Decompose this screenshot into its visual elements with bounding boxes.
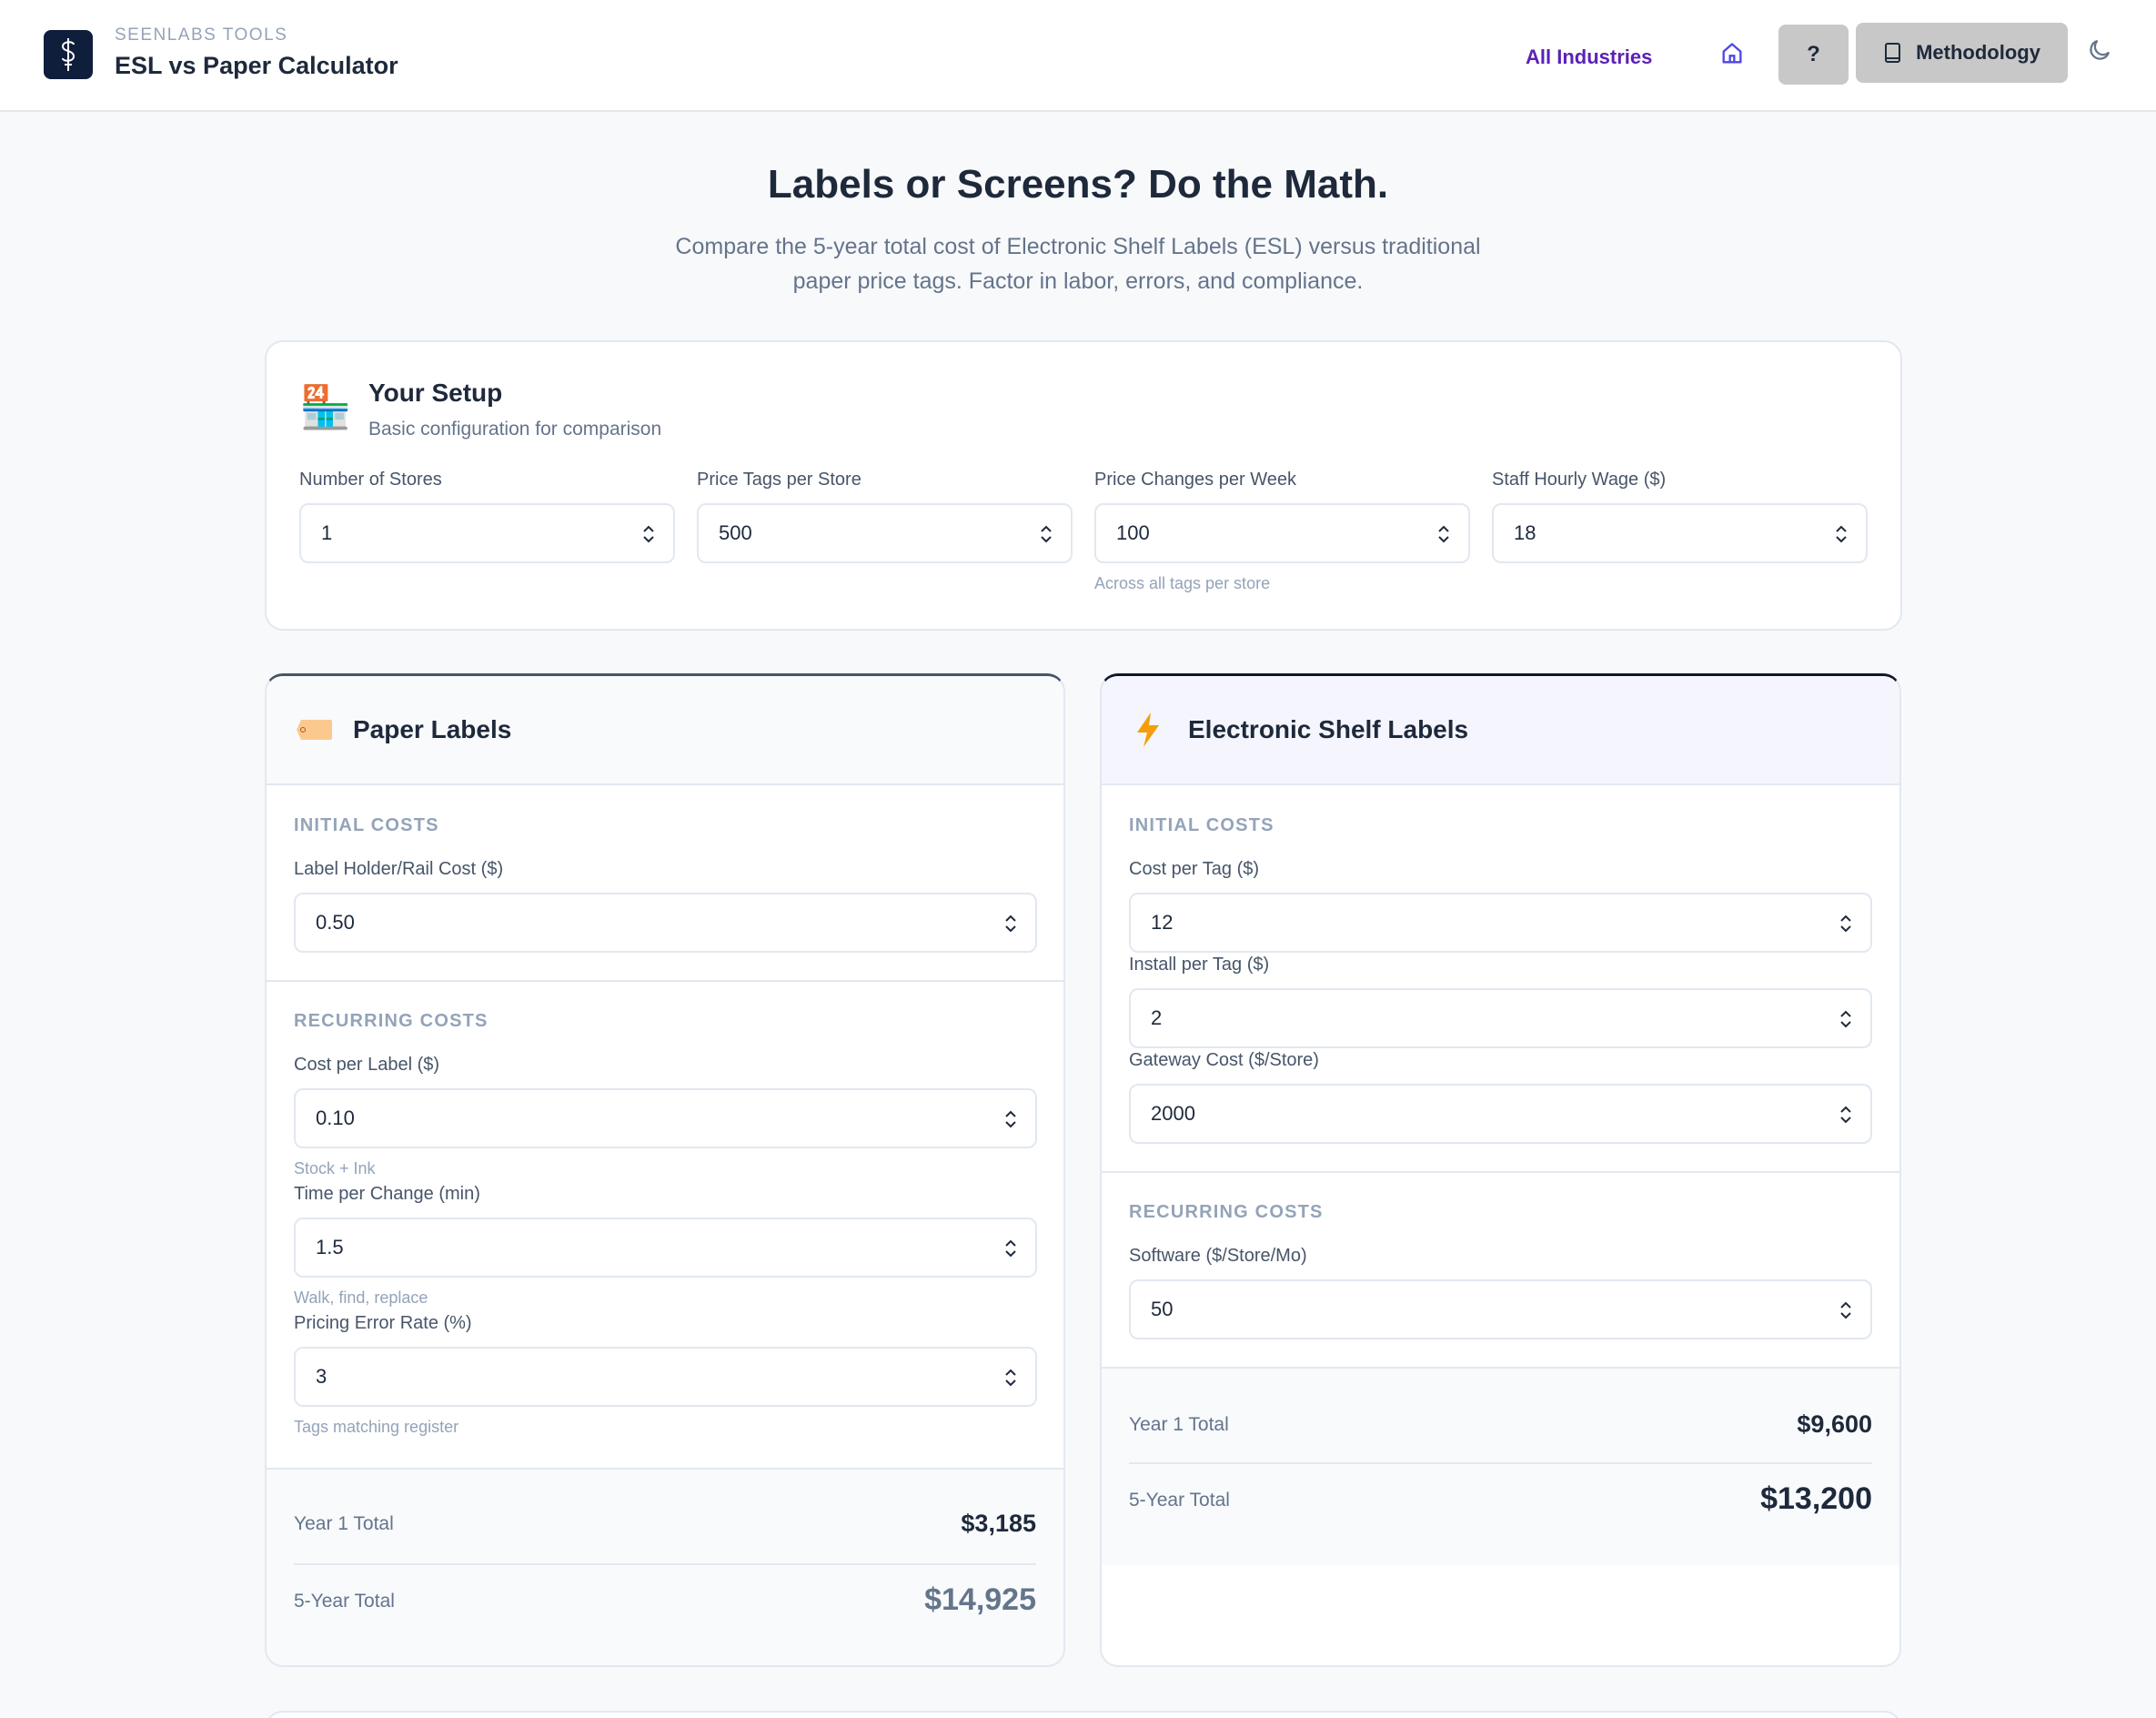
totals-divider bbox=[1129, 1462, 1872, 1464]
time-per-change-input[interactable]: 1.5 bbox=[294, 1218, 1037, 1278]
stepper-icon[interactable] bbox=[1004, 913, 1017, 935]
price-changes-value: 100 bbox=[1116, 521, 1150, 544]
cost-per-tag-value: 12 bbox=[1151, 911, 1174, 934]
lightning-icon bbox=[1137, 712, 1159, 747]
paper-panel-header: Paper Labels bbox=[267, 676, 1063, 785]
paper-panel-title: Paper Labels bbox=[353, 715, 512, 743]
methodology-button[interactable]: Methodology bbox=[1856, 23, 2068, 83]
cost-per-label-input[interactable]: 0.10 bbox=[294, 1088, 1037, 1148]
stepper-icon[interactable] bbox=[1004, 1238, 1017, 1259]
esl-year1-value: $9,600 bbox=[1797, 1410, 1872, 1438]
install-per-tag-value: 2 bbox=[1151, 1006, 1163, 1029]
price-changes-label: Price Changes per Week bbox=[1094, 470, 1296, 490]
stepper-icon[interactable] bbox=[1839, 1299, 1852, 1321]
page-title: Labels or Screens? Do the Math. bbox=[767, 162, 1389, 207]
gateway-cost-input[interactable]: 2000 bbox=[1129, 1084, 1872, 1144]
label-holder-cost-input[interactable]: 0.50 bbox=[294, 893, 1037, 953]
setup-title: Your Setup bbox=[368, 379, 503, 407]
stepper-icon[interactable] bbox=[1839, 913, 1852, 935]
paper-initial-caption: INITIAL COSTS bbox=[294, 815, 439, 835]
tags-per-store-label: Price Tags per Store bbox=[697, 470, 861, 490]
help-button[interactable]: ? bbox=[1778, 25, 1849, 85]
error-rate-label: Pricing Error Rate (%) bbox=[294, 1313, 472, 1333]
esl-totals: Year 1 Total $9,600 5-Year Total $13,200 bbox=[1102, 1367, 1899, 1565]
store-24h-icon: 🏪 bbox=[299, 383, 352, 430]
label-holder-cost-label: Label Holder/Rail Cost ($) bbox=[294, 859, 504, 879]
paper-year1-value: $3,185 bbox=[961, 1510, 1036, 1537]
install-per-tag-label: Install per Tag ($) bbox=[1129, 955, 1270, 975]
cost-per-tag-input[interactable]: 12 bbox=[1129, 893, 1872, 953]
paper-year1-label: Year 1 Total bbox=[294, 1513, 394, 1534]
stepper-icon[interactable] bbox=[1835, 523, 1848, 545]
section-divider bbox=[267, 980, 1063, 982]
error-rate-value: 3 bbox=[316, 1365, 327, 1388]
setup-card: 🏪 Your Setup Basic configuration for com… bbox=[265, 340, 1902, 631]
esl-panel: Electronic Shelf Labels INITIAL COSTS Co… bbox=[1100, 673, 1901, 1667]
gateway-cost-value: 2000 bbox=[1151, 1102, 1195, 1125]
software-cost-value: 50 bbox=[1151, 1298, 1174, 1320]
logo[interactable] bbox=[44, 30, 93, 79]
paper-totals: Year 1 Total $3,185 5-Year Total $14,925 bbox=[267, 1468, 1063, 1665]
install-per-tag-input[interactable]: 2 bbox=[1129, 988, 1872, 1048]
stepper-icon[interactable] bbox=[642, 523, 655, 545]
book-icon bbox=[1885, 43, 1901, 63]
moon-icon[interactable] bbox=[2086, 36, 2113, 64]
stepper-icon[interactable] bbox=[1040, 523, 1053, 545]
cost-per-label-label: Cost per Label ($) bbox=[294, 1055, 440, 1075]
error-rate-hint: Tags matching register bbox=[294, 1418, 459, 1436]
page-subtitle: Compare the 5-year total cost of Electro… bbox=[675, 234, 1481, 294]
esl-panel-header: Electronic Shelf Labels bbox=[1102, 676, 1899, 785]
cost-per-label-value: 0.10 bbox=[316, 1107, 355, 1129]
error-rate-input[interactable]: 3 bbox=[294, 1347, 1037, 1407]
home-icon[interactable] bbox=[1719, 41, 1745, 66]
wage-input[interactable]: 18 bbox=[1492, 503, 1868, 563]
stepper-icon[interactable] bbox=[1839, 1008, 1852, 1030]
stepper-icon[interactable] bbox=[1004, 1367, 1017, 1389]
brand-eyebrow: SEENLABS TOOLS bbox=[115, 25, 288, 45]
price-changes-input[interactable]: 100 bbox=[1094, 503, 1470, 563]
stores-label: Number of Stores bbox=[299, 470, 442, 490]
wage-label: Staff Hourly Wage ($) bbox=[1492, 470, 1667, 490]
software-cost-label: Software ($/Store/Mo) bbox=[1129, 1246, 1307, 1266]
gateway-cost-label: Gateway Cost ($/Store) bbox=[1129, 1050, 1319, 1070]
tags-per-store-value: 500 bbox=[719, 521, 752, 544]
app-title: ESL vs Paper Calculator bbox=[115, 52, 398, 79]
label-holder-cost-value: 0.50 bbox=[316, 911, 355, 934]
totals-divider bbox=[294, 1563, 1036, 1565]
stepper-icon[interactable] bbox=[1839, 1104, 1852, 1126]
setup-subtitle: Basic configuration for comparison bbox=[368, 419, 662, 440]
time-per-change-label: Time per Change (min) bbox=[294, 1184, 480, 1204]
esl-year5-value: $13,200 bbox=[1760, 1481, 1872, 1516]
esl-year1-label: Year 1 Total bbox=[1129, 1414, 1229, 1435]
cost-per-tag-label: Cost per Tag ($) bbox=[1129, 859, 1260, 879]
price-changes-hint: Across all tags per store bbox=[1094, 574, 1271, 592]
tag-icon bbox=[297, 720, 332, 740]
esl-year5-label: 5-Year Total bbox=[1129, 1490, 1230, 1511]
time-per-change-hint: Walk, find, replace bbox=[294, 1288, 428, 1307]
paper-year5-value: $14,925 bbox=[924, 1582, 1036, 1617]
cost-per-label-hint: Stock + Ink bbox=[294, 1159, 376, 1177]
paper-year5-label: 5-Year Total bbox=[294, 1591, 395, 1612]
software-cost-input[interactable]: 50 bbox=[1129, 1279, 1872, 1339]
section-divider bbox=[1102, 1171, 1899, 1173]
dollar-caduceus-icon bbox=[61, 38, 76, 71]
paper-recurring-caption: RECURRING COSTS bbox=[294, 1011, 489, 1031]
stepper-icon[interactable] bbox=[1437, 523, 1450, 545]
next-section-card bbox=[265, 1711, 1902, 1718]
wage-value: 18 bbox=[1514, 521, 1536, 544]
esl-initial-caption: INITIAL COSTS bbox=[1129, 815, 1274, 835]
top-bar: SEENLABS TOOLS ESL vs Paper Calculator A… bbox=[0, 0, 2156, 112]
time-per-change-value: 1.5 bbox=[316, 1236, 344, 1258]
methodology-label: Methodology bbox=[1916, 41, 2040, 64]
all-industries-link[interactable]: All Industries bbox=[1526, 45, 1653, 68]
paper-labels-panel: Paper Labels INITIAL COSTS Label Holder/… bbox=[265, 673, 1065, 1667]
stores-value: 1 bbox=[321, 521, 333, 544]
tags-per-store-input[interactable]: 500 bbox=[697, 503, 1073, 563]
esl-panel-title: Electronic Shelf Labels bbox=[1188, 715, 1469, 743]
stores-input[interactable]: 1 bbox=[299, 503, 675, 563]
stepper-icon[interactable] bbox=[1004, 1108, 1017, 1130]
esl-recurring-caption: RECURRING COSTS bbox=[1129, 1202, 1324, 1222]
